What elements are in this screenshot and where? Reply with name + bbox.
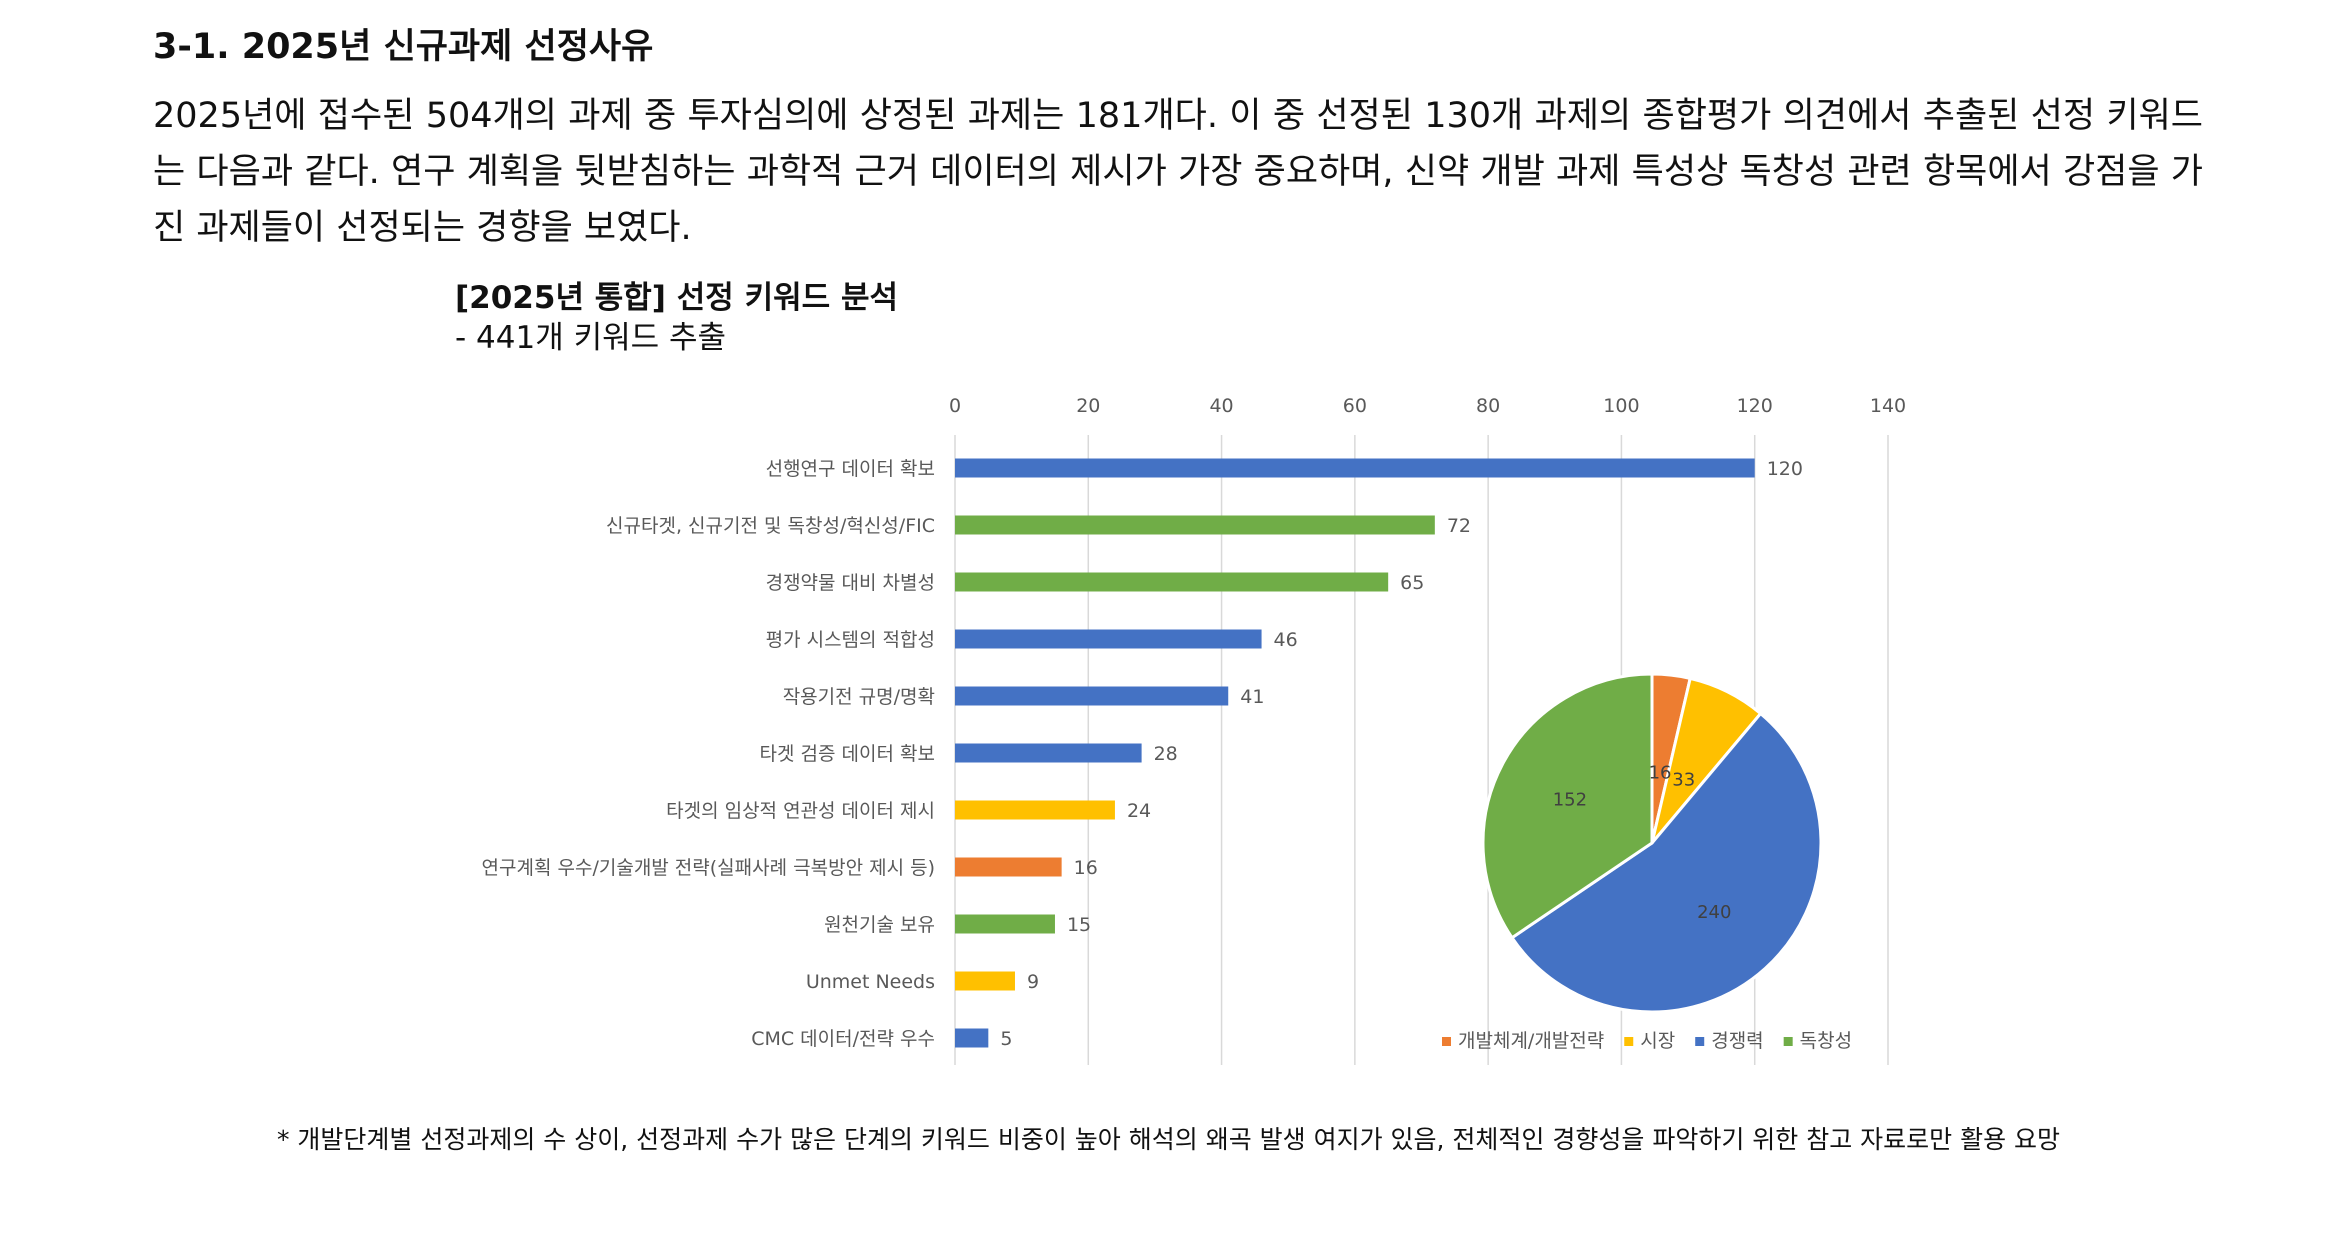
bar-value-label: 5	[1000, 1028, 1012, 1050]
legend-swatch	[1783, 1037, 1793, 1046]
category-label: 경쟁약물 대비 차별성	[766, 572, 935, 594]
legend-swatch	[1695, 1037, 1705, 1046]
bar-value-label: 72	[1447, 515, 1471, 537]
bar-8	[955, 857, 1062, 877]
pie-slice-3	[1509, 711, 1823, 1014]
bar-7	[955, 800, 1115, 820]
bar-3	[955, 572, 1389, 592]
pie-value-label: 152	[1553, 789, 1587, 810]
legend-label: 경쟁력	[1711, 1030, 1763, 1052]
x-tick-label: 40	[1209, 395, 1233, 417]
bar-value-label: 24	[1127, 800, 1151, 822]
pie-value-label: 16	[1649, 762, 1672, 783]
bar-value-label: 28	[1154, 743, 1178, 765]
legend-swatch	[1442, 1037, 1451, 1046]
category-label: 신규타겟, 신규기전 및 독창성/혁신성/FIC	[606, 515, 935, 537]
category-label: 원천기술 보유	[824, 914, 935, 936]
x-tick-label: 0	[949, 395, 961, 417]
bar-9	[955, 914, 1055, 934]
category-label: 타겟 검증 데이터 확보	[760, 743, 935, 765]
x-tick-label: 140	[1870, 395, 1906, 417]
category-label: 평가 시스템의 적합성	[766, 629, 935, 651]
section-paragraph: 2025년에 접수된 504개의 과제 중 투자심의에 상정된 과제는 181개…	[153, 96, 2203, 248]
legend-label: 독창성	[1800, 1030, 1852, 1052]
bar-4	[955, 629, 1262, 649]
category-label: 선행연구 데이터 확보	[766, 458, 935, 480]
legend-label: 시장	[1640, 1030, 1675, 1052]
x-tick-label: 120	[1737, 395, 1773, 417]
bar-10	[955, 971, 1015, 991]
category-label: 작용기전 규명/명확	[783, 686, 935, 708]
footnote: * 개발단계별 선정과제의 수 상이, 선정과제 수가 많은 단계의 키워드 비…	[276, 1125, 2061, 1154]
bar-value-label: 120	[1767, 458, 1803, 480]
x-tick-label: 20	[1076, 395, 1100, 417]
bar-value-label: 41	[1240, 686, 1264, 708]
bar-6	[955, 743, 1142, 763]
bar-value-label: 46	[1274, 629, 1298, 651]
x-tick-label: 60	[1343, 395, 1367, 417]
bar-value-label: 9	[1027, 971, 1039, 993]
pie-chart-legend: 개발체계/개발전략 시장 경쟁력 독창성	[1442, 1030, 1852, 1052]
bar-value-label: 15	[1067, 914, 1091, 936]
bar-chart-x-ticks: 0 20 40 60 80 100 120 140	[949, 395, 1906, 417]
category-label: 타겟의 임상적 연관성 데이터 제시	[666, 800, 935, 822]
bar-2	[955, 515, 1435, 535]
chart-subtitle: - 441개 키워드 추출	[455, 320, 727, 356]
section-heading: 3-1. 2025년 신규과제 선정사유	[153, 27, 654, 67]
bar-1	[955, 458, 1755, 478]
pie-value-label: 240	[1697, 902, 1731, 923]
pie-slice-4	[1481, 672, 1654, 940]
legend-swatch	[1624, 1037, 1634, 1046]
x-tick-label: 80	[1476, 395, 1500, 417]
chart-title: [2025년 통합] 선정 키워드 분석	[455, 280, 898, 316]
bar-value-label: 65	[1400, 572, 1424, 594]
bar-11	[955, 1028, 989, 1048]
bar-5	[955, 686, 1229, 706]
pie-value-label: 33	[1672, 769, 1695, 790]
category-label: CMC 데이터/전략 우수	[751, 1028, 935, 1050]
pie-chart-slices	[1481, 672, 1823, 1014]
legend-label: 개발체계/개발전략	[1458, 1030, 1604, 1052]
bar-chart-value-labels: 120 72 65 46 41 28 24 16 15 9 5	[1000, 458, 1803, 1050]
bar-chart-bars	[955, 458, 1755, 1048]
pie-chart-value-labels: 16 33 240 152	[1553, 762, 1732, 923]
category-label: 연구계획 우수/기술개발 전략(실패사례 극복방안 제시 등)	[482, 857, 935, 879]
bar-value-label: 16	[1074, 857, 1098, 879]
category-label: Unmet Needs	[806, 971, 935, 993]
x-tick-label: 100	[1603, 395, 1639, 417]
